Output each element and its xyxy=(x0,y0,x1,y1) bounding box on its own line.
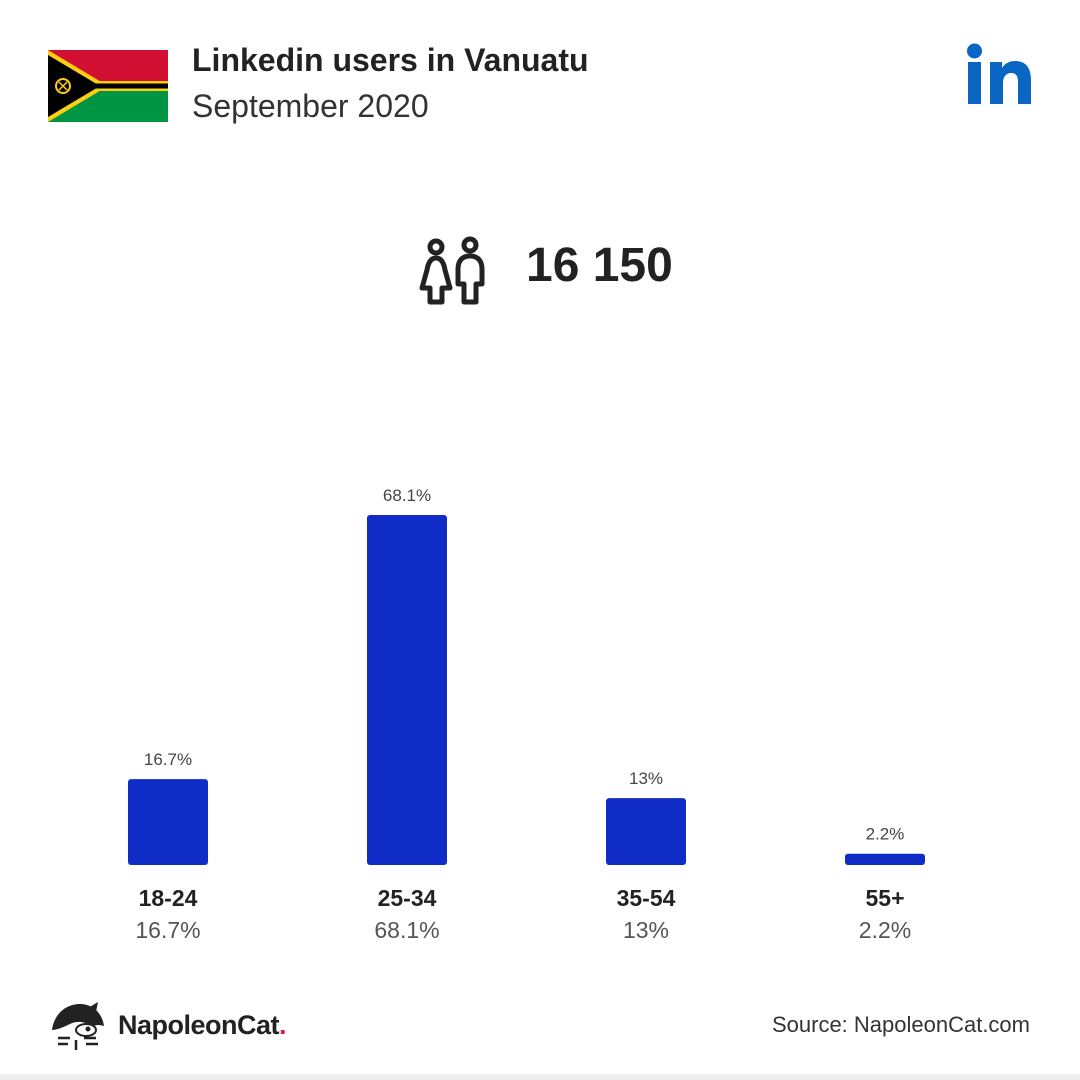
category-label: 25-34 xyxy=(378,885,437,911)
bar-25-34 xyxy=(367,515,447,865)
bar-55+ xyxy=(845,853,925,865)
linkedin-logo-icon xyxy=(967,43,1031,104)
napoleoncat-logo-icon xyxy=(52,1002,104,1050)
age-bar-chart: 16.7% 18-24 16.7% 68.1% 25-34 68.1% 13% 35-54 13… xyxy=(128,486,925,943)
page-subtitle: September 2020 xyxy=(192,88,429,124)
brand-dot: . xyxy=(279,1010,287,1040)
bar-value-label: 2.2% xyxy=(866,825,905,844)
category-percent: 13% xyxy=(623,917,669,943)
page-title: Linkedin users in Vanuatu xyxy=(192,42,589,78)
bar-value-label: 68.1% xyxy=(383,486,431,505)
users-icon xyxy=(419,236,485,305)
category-label: 55+ xyxy=(865,885,904,911)
brand-name: NapoleonCat. xyxy=(118,1010,287,1040)
vanuatu-flag-icon xyxy=(48,50,168,122)
category-percent: 16.7% xyxy=(135,917,200,943)
source-note: Source: NapoleonCat.com xyxy=(771,1012,1030,1037)
bottom-strip xyxy=(0,1074,1080,1080)
bar-35-54 xyxy=(606,798,686,865)
bar-value-label: 16.7% xyxy=(144,750,192,769)
category-percent: 2.2% xyxy=(859,917,911,943)
category-percent: 68.1% xyxy=(374,917,439,943)
bar-value-label: 13% xyxy=(629,769,663,788)
category-label: 18-24 xyxy=(139,885,198,911)
total-users-value: 16 150 xyxy=(526,239,673,292)
category-label: 35-54 xyxy=(617,885,676,911)
bar-18-24 xyxy=(128,779,208,865)
